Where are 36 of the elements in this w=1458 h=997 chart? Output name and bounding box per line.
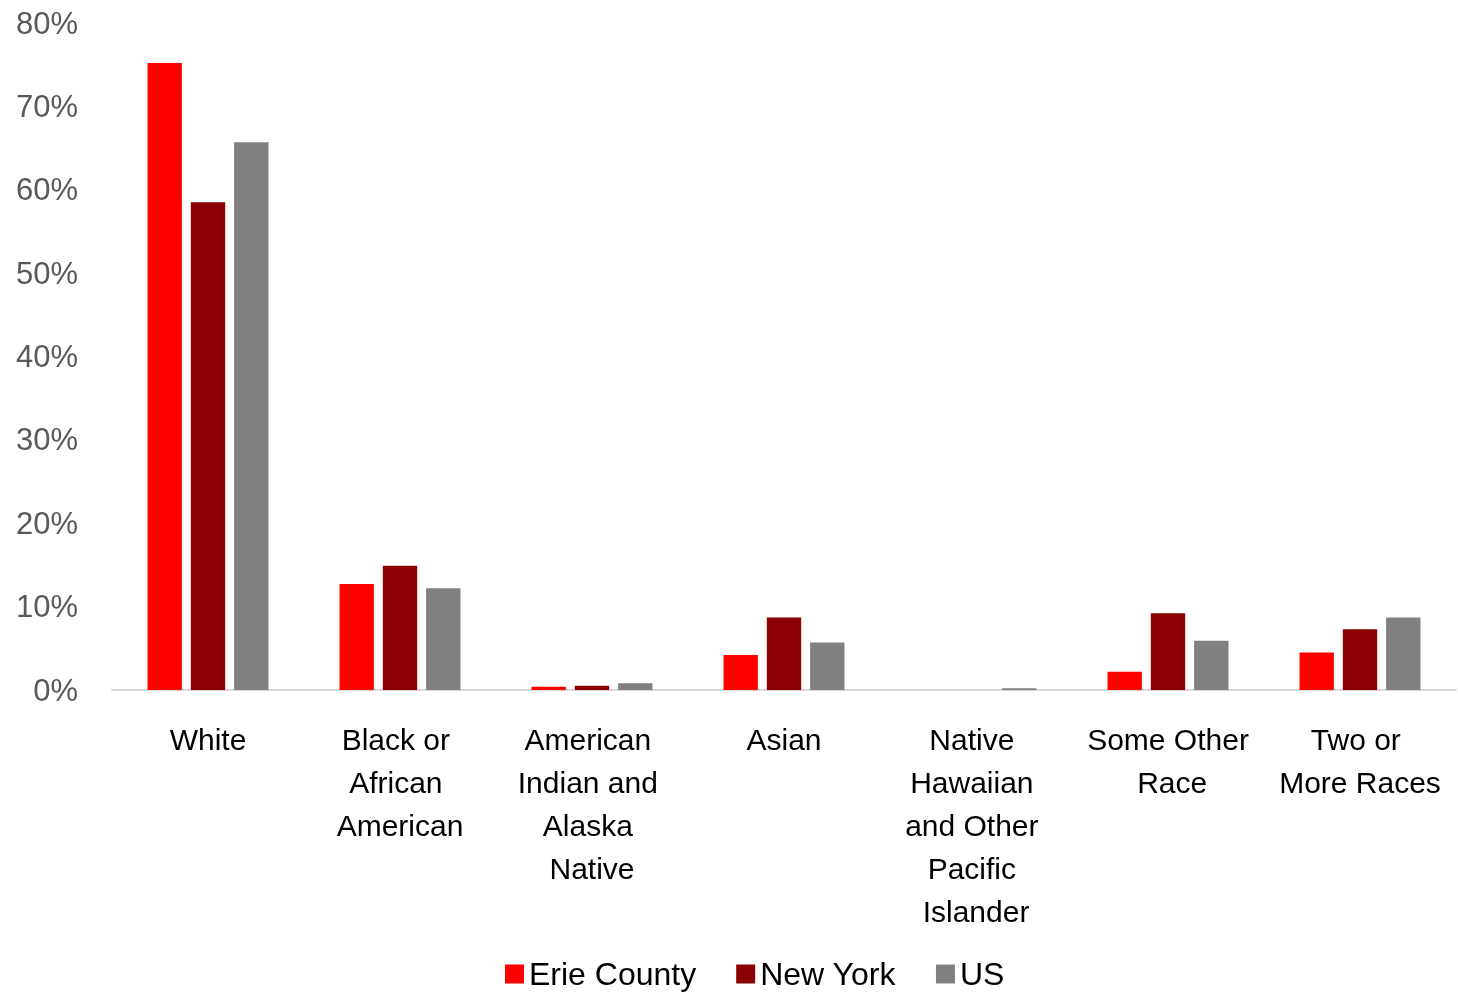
legend-label: Erie County bbox=[529, 956, 697, 992]
bar bbox=[618, 683, 653, 690]
x-tick-label: Asian bbox=[746, 723, 822, 756]
legend-label: New York bbox=[760, 956, 897, 992]
x-tick-label: Two or More Races bbox=[1279, 723, 1441, 799]
y-tick-label: 40% bbox=[15, 339, 78, 374]
y-tick-label: 30% bbox=[15, 422, 78, 458]
y-tick-label: 0% bbox=[33, 672, 78, 708]
y-tick-label: 50% bbox=[15, 255, 78, 291]
x-tick-label: American Indian and Alaska Native bbox=[517, 723, 667, 885]
x-tick-label: Black or African American bbox=[336, 723, 464, 842]
bar bbox=[766, 617, 802, 690]
bar bbox=[1386, 617, 1421, 690]
bar bbox=[723, 654, 758, 690]
bar bbox=[339, 584, 374, 690]
x-tick-label: Native Hawaiian and Other Pacific Islander bbox=[905, 723, 1047, 928]
bar bbox=[1150, 613, 1186, 690]
bar bbox=[234, 142, 269, 690]
y-tick-label: 80% bbox=[15, 5, 78, 41]
bar bbox=[1107, 671, 1142, 690]
bar bbox=[1342, 629, 1378, 690]
bar bbox=[1299, 652, 1334, 690]
y-tick-label: 20% bbox=[15, 505, 78, 541]
legend-label: US bbox=[959, 956, 1005, 992]
bar bbox=[147, 63, 182, 690]
y-tick-label: 10% bbox=[15, 589, 78, 625]
bar bbox=[574, 685, 610, 690]
x-tick-label: Some Other Race bbox=[1087, 723, 1249, 799]
bar bbox=[1194, 640, 1229, 690]
x-tick-label: White bbox=[169, 723, 247, 756]
y-tick-label: 60% bbox=[15, 172, 78, 208]
bar bbox=[426, 588, 461, 690]
bar bbox=[382, 565, 418, 690]
y-tick-label: 70% bbox=[15, 88, 78, 124]
bar bbox=[810, 642, 845, 690]
bar bbox=[190, 202, 226, 690]
